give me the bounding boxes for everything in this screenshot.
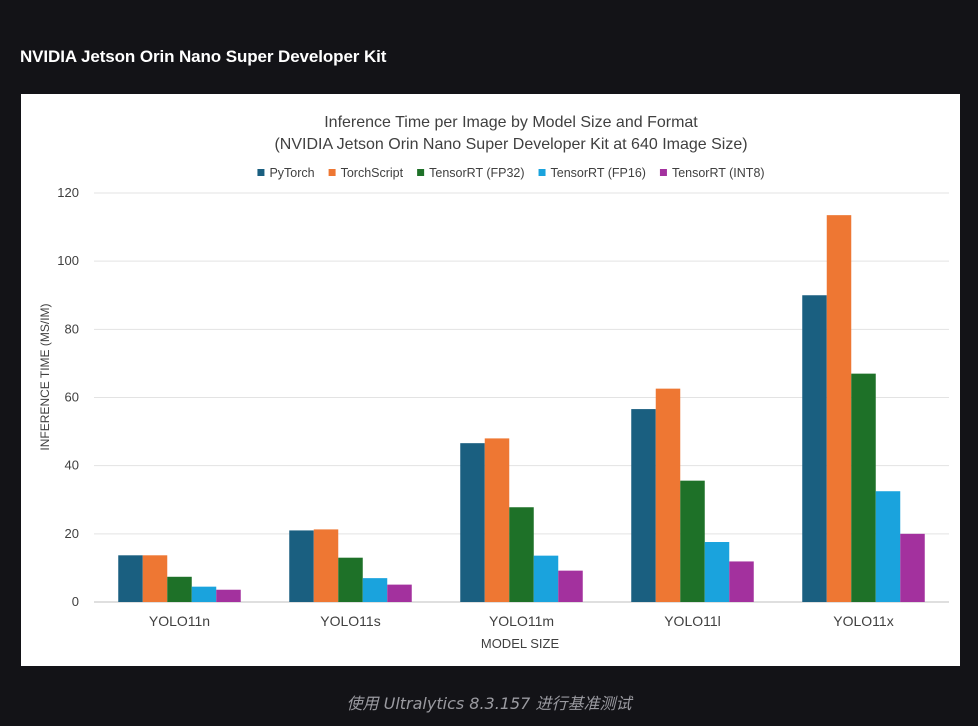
x-tick-label: YOLO11m bbox=[489, 613, 554, 629]
bar bbox=[704, 542, 730, 602]
bar bbox=[826, 215, 852, 602]
legend-label: TensorRT (FP16) bbox=[551, 166, 646, 180]
chart-legend: PyTorch TorchScript TensorRT (FP32) TensorR… bbox=[257, 166, 765, 180]
x-tick-label: YOLO11s bbox=[320, 613, 380, 629]
y-tick-label: 60 bbox=[65, 390, 79, 405]
bar bbox=[631, 409, 656, 602]
legend-label: TorchScript bbox=[341, 166, 404, 180]
y-tick-label: 100 bbox=[57, 253, 79, 268]
bar bbox=[387, 584, 412, 602]
x-axis-ticks: YOLO11n YOLO11s YOLO11m YOLO11l YOLO11x bbox=[149, 613, 894, 629]
y-tick-label: 20 bbox=[65, 526, 79, 541]
y-axis-label: INFERENCE TIME (MS/IM) bbox=[38, 303, 52, 450]
legend-swatch bbox=[328, 169, 336, 176]
x-tick-label: YOLO11n bbox=[149, 613, 210, 629]
chart-gridlines bbox=[94, 192, 949, 603]
y-tick-label: 80 bbox=[65, 321, 79, 336]
bar bbox=[729, 561, 754, 602]
caption: 使用 Ultralytics 8.3.157 进行基准测试 bbox=[346, 694, 632, 713]
bar bbox=[313, 529, 339, 602]
bar bbox=[655, 388, 681, 602]
legend-swatch bbox=[538, 169, 546, 176]
bar bbox=[875, 491, 901, 602]
chart-bars bbox=[118, 215, 925, 602]
legend-label: PyTorch bbox=[269, 166, 314, 180]
bar bbox=[118, 555, 143, 602]
bar bbox=[851, 373, 876, 602]
bar bbox=[338, 557, 363, 602]
page-heading: NVIDIA Jetson Orin Nano Super Developer … bbox=[20, 47, 387, 66]
bar bbox=[558, 570, 583, 602]
legend-label: TensorRT (FP32) bbox=[429, 166, 524, 180]
bar bbox=[289, 530, 314, 602]
bar bbox=[533, 555, 559, 602]
x-axis-label: MODEL SIZE bbox=[481, 636, 560, 651]
bar bbox=[362, 578, 388, 602]
x-tick-label: YOLO11l bbox=[664, 613, 721, 629]
y-tick-label: 0 bbox=[72, 594, 79, 609]
legend-swatch bbox=[257, 169, 265, 176]
chart-frame: Inference Time per Image by Model Size a… bbox=[21, 94, 960, 666]
bar bbox=[167, 576, 192, 602]
legend-label: TensorRT (INT8) bbox=[672, 166, 765, 180]
bar bbox=[900, 533, 925, 602]
chart-subtitle: (NVIDIA Jetson Orin Nano Super Developer… bbox=[274, 136, 747, 153]
bar bbox=[216, 589, 241, 602]
bar bbox=[484, 438, 510, 602]
bar bbox=[680, 480, 705, 602]
legend-swatch bbox=[417, 169, 425, 176]
bar bbox=[509, 507, 534, 602]
y-axis-ticks: 0 20 40 60 80 100 120 bbox=[57, 185, 79, 609]
chart-title: Inference Time per Image by Model Size a… bbox=[324, 114, 698, 131]
bar bbox=[191, 586, 217, 602]
legend-swatch bbox=[659, 169, 667, 176]
bar bbox=[802, 295, 827, 602]
y-tick-label: 40 bbox=[65, 458, 79, 473]
bar bbox=[460, 443, 485, 602]
bar bbox=[142, 555, 168, 602]
bar-chart: Inference Time per Image by Model Size a… bbox=[38, 114, 949, 651]
x-tick-label: YOLO11x bbox=[833, 613, 893, 629]
y-tick-label: 120 bbox=[57, 185, 79, 200]
